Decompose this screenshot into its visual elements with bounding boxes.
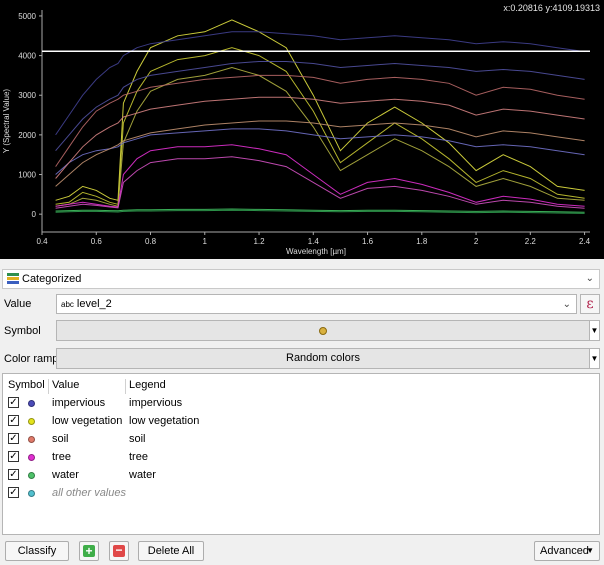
header-legend[interactable]: Legend (129, 379, 166, 391)
y-tick-label: 2000 (18, 131, 36, 140)
symbol-swatch[interactable] (28, 454, 35, 461)
row-value[interactable]: water (52, 469, 79, 481)
renderer-type-select[interactable]: Categorized ⌄ (2, 269, 600, 289)
y-axis-label: Y (Spectral Value) (2, 89, 11, 154)
x-tick-label: 1.2 (253, 237, 265, 246)
categories-table[interactable]: Symbol Value Legend ✓ impervious impervi… (2, 373, 600, 535)
row-legend[interactable]: soil (129, 433, 146, 445)
color-ramp-dropdown-arrow[interactable]: ▼ (589, 349, 599, 368)
x-tick-label: 1.4 (308, 237, 320, 246)
symbol-swatch[interactable] (28, 436, 35, 443)
header-symbol[interactable]: Symbol (8, 379, 45, 391)
spectral-series-line (55, 156, 585, 209)
row-checkbox[interactable]: ✓ (8, 487, 19, 498)
value-label: Value (4, 298, 32, 310)
y-tick-label: 1000 (18, 171, 36, 180)
symbol-swatch[interactable] (28, 418, 35, 425)
x-tick-label: 0.8 (145, 237, 157, 246)
advanced-label: Advanced (540, 545, 589, 557)
classify-button[interactable]: Classify (5, 541, 69, 561)
spectral-series-line (55, 128, 585, 175)
spectral-plot[interactable]: 0 1000 2000 3000 4000 5000 0.4 0.6 0.8 1 1.2 1.4 1.6… (0, 0, 604, 259)
table-row[interactable]: ✓ impervious impervious (3, 394, 599, 412)
renderer-type-label: Categorized (22, 273, 82, 285)
value-field-name: level_2 (76, 298, 112, 310)
minus-icon: − (113, 544, 125, 557)
spectral-series-line (55, 144, 585, 208)
y-tick-label: 4000 (18, 52, 36, 61)
row-legend[interactable]: water (129, 469, 156, 481)
table-header: Symbol Value Legend (3, 376, 599, 394)
x-tick-label: 1.8 (416, 237, 428, 246)
symbol-button[interactable]: ▼ (56, 320, 600, 341)
spectral-series-line (55, 66, 585, 207)
symbol-label: Symbol (4, 325, 41, 337)
spectral-plot-canvas[interactable]: 0 1000 2000 3000 4000 5000 0.4 0.6 0.8 1 1.2 1.4 1.6… (0, 0, 604, 259)
spectral-series-line (55, 74, 585, 167)
string-type-icon: abc (61, 299, 74, 309)
spectral-series-line (55, 19, 585, 201)
y-tick-label: 0 (32, 210, 37, 219)
symbol-swatch[interactable] (28, 490, 35, 497)
spectral-series-line (55, 209, 585, 214)
symbol-swatch[interactable] (28, 400, 35, 407)
color-ramp-label: Color ramp (4, 353, 59, 365)
row-checkbox[interactable]: ✓ (8, 469, 19, 480)
header-value[interactable]: Value (52, 379, 80, 391)
spectral-series-line (55, 47, 585, 205)
x-tick-label: 0.4 (36, 237, 48, 246)
coordinate-readout: x:0.20816 y:4109.19313 (503, 3, 600, 13)
advanced-menu-button[interactable]: Advanced ▼ (534, 541, 600, 561)
x-tick-label: 1 (203, 237, 208, 246)
add-symbol-button[interactable]: + (79, 541, 99, 561)
row-value[interactable]: low vegetation (52, 415, 123, 427)
row-value[interactable]: all other values (52, 487, 126, 499)
symbol-swatch[interactable] (28, 472, 35, 479)
row-checkbox[interactable]: ✓ (8, 451, 19, 462)
symbol-preview (319, 327, 327, 335)
x-tick-label: 2.2 (525, 237, 537, 246)
row-legend[interactable]: tree (129, 451, 148, 463)
value-field-select[interactable]: abc level_2 ⌄ (56, 294, 577, 314)
x-tick-label: 2.4 (579, 237, 591, 246)
row-value[interactable]: soil (52, 433, 69, 445)
row-value[interactable]: tree (52, 451, 71, 463)
chevron-down-icon: ⌄ (562, 299, 571, 310)
table-row[interactable]: ✓ soil soil (3, 430, 599, 448)
table-row[interactable]: ✓ water water (3, 466, 599, 484)
row-legend[interactable]: impervious (129, 397, 183, 409)
row-checkbox[interactable]: ✓ (8, 415, 19, 426)
x-tick-label: 2 (474, 237, 479, 246)
spectral-series-line (55, 208, 585, 213)
spectral-series-line (55, 120, 585, 187)
row-checkbox[interactable]: ✓ (8, 397, 19, 408)
expression-button[interactable]: ε (580, 294, 600, 314)
remove-symbol-button[interactable]: − (109, 541, 129, 561)
y-tick-label: 5000 (18, 12, 36, 21)
spectral-series-line (55, 96, 585, 179)
chevron-down-icon: ⌄ (585, 273, 594, 284)
row-checkbox[interactable]: ✓ (8, 433, 19, 444)
table-row[interactable]: ✓ tree tree (3, 448, 599, 466)
x-tick-label: 1.6 (362, 237, 374, 246)
color-ramp-name: Random colors (286, 352, 360, 364)
x-axis-label: Wavelength [µm] (286, 247, 346, 256)
row-value[interactable]: impervious (52, 397, 106, 409)
table-row[interactable]: ✓ low vegetation low vegetation (3, 412, 599, 430)
plus-icon: + (83, 545, 95, 557)
categorized-renderer-icon (7, 273, 19, 285)
dropdown-arrow-icon: ▼ (586, 546, 594, 555)
row-legend[interactable]: low vegetation (129, 415, 200, 427)
delete-all-button[interactable]: Delete All (138, 541, 204, 561)
spectral-series-line (55, 31, 585, 136)
x-tick-label: 0.6 (91, 237, 103, 246)
symbol-dropdown-arrow[interactable]: ▼ (589, 321, 599, 340)
color-ramp-select[interactable]: Random colors ▼ (56, 348, 600, 369)
y-tick-label: 3000 (18, 91, 36, 100)
table-row[interactable]: ✓ all other values (3, 484, 599, 502)
spectral-series-line (55, 61, 585, 152)
